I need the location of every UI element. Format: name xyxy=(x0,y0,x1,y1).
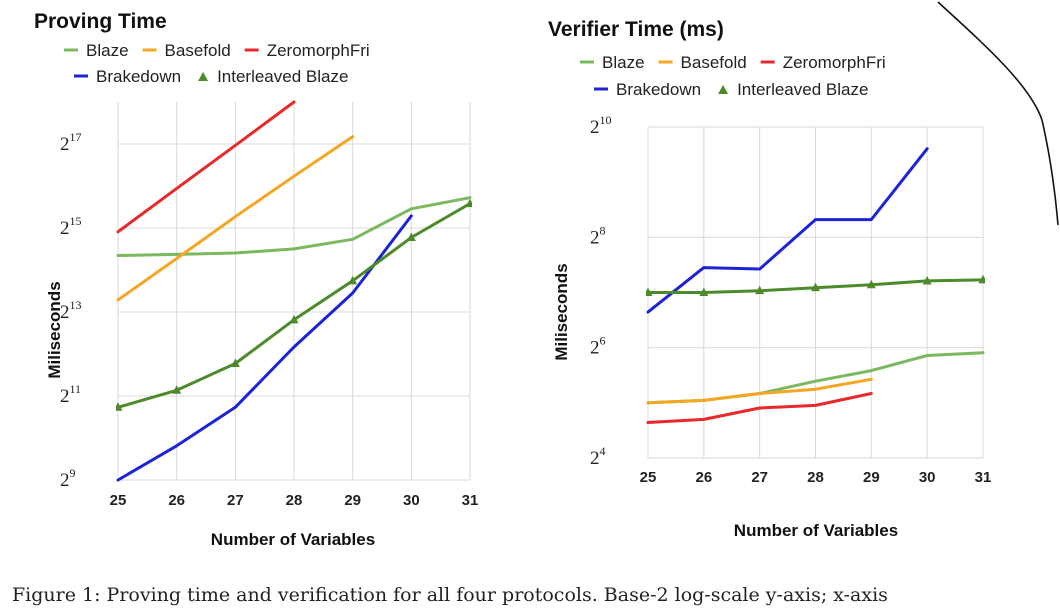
y-tick-label: 213 xyxy=(60,298,82,323)
x-tick-label: 27 xyxy=(227,492,244,509)
plot-area xyxy=(116,100,472,482)
y-tick-label: 28 xyxy=(590,223,606,248)
legend-item-blaze: Blaze xyxy=(64,41,129,60)
data-point-marker xyxy=(406,232,416,242)
legend-item-zeromorphfri: ZeromorphFri xyxy=(760,53,886,72)
y-tick-label: 215 xyxy=(60,214,82,239)
series-line-basefold xyxy=(116,135,355,302)
series-line-basefold xyxy=(646,377,873,405)
x-tick-label: 30 xyxy=(919,469,936,486)
x-tick-label: 28 xyxy=(807,469,824,486)
figure-caption: Figure 1: Proving time and verification … xyxy=(12,584,888,606)
plot-area xyxy=(646,147,985,424)
data-point-marker xyxy=(755,285,765,295)
series-line-brakedown xyxy=(116,214,413,482)
x-tick-label: 28 xyxy=(286,492,303,509)
data-point-marker xyxy=(866,279,876,289)
legend-label: Blaze xyxy=(86,41,129,60)
series-line-brakedown xyxy=(646,147,929,314)
y-tick-label: 26 xyxy=(590,334,606,359)
x-tick-label: 27 xyxy=(751,469,768,486)
data-point-marker xyxy=(116,402,123,411)
legend-marker xyxy=(718,85,729,94)
data-point-marker xyxy=(699,287,709,296)
y-tick-label: 29 xyxy=(60,466,76,491)
data-point-marker xyxy=(348,275,358,285)
x-tick-label: 26 xyxy=(695,469,712,486)
legend-item-interleaved-blaze: Interleaved Blaze xyxy=(718,80,868,99)
x-tick-label: 31 xyxy=(975,469,992,486)
data-point-marker xyxy=(230,358,240,368)
x-tick-label: 30 xyxy=(403,492,420,509)
data-point-marker xyxy=(465,198,472,208)
series-line-zeromorphfri xyxy=(116,100,296,234)
x-tick-label: 25 xyxy=(110,492,127,509)
chart-title: Verifier Time (ms) xyxy=(548,18,724,41)
y-axis-title: Miliseconds xyxy=(552,263,571,360)
data-point-marker xyxy=(646,287,653,296)
x-tick-label: 26 xyxy=(168,492,185,509)
x-tick-label: 31 xyxy=(462,492,479,509)
legend-item-interleaved-blaze: Interleaved Blaze xyxy=(198,67,348,86)
x-axis-title: Number of Variables xyxy=(734,521,898,540)
legend-label: Basefold xyxy=(681,53,747,72)
proving-time-chart: Proving Time 29 211 213 215 217 25 26 27 28 29 30 31… xyxy=(34,10,478,549)
y-axis-title: Miliseconds xyxy=(45,281,64,378)
legend-label: Blaze xyxy=(602,53,645,72)
legend-marker xyxy=(198,72,209,81)
legend-item-basefold: Basefold xyxy=(142,41,231,60)
x-tick-label: 29 xyxy=(344,492,361,509)
data-point-marker xyxy=(289,314,299,324)
legend-label: Brakedown xyxy=(616,80,701,99)
y-tick-label: 24 xyxy=(590,444,606,469)
y-tick-label: 211 xyxy=(60,382,81,407)
x-axis-title: Number of Variables xyxy=(211,530,375,549)
legend-item-brakedown: Brakedown xyxy=(594,80,701,99)
data-point-marker xyxy=(978,274,985,284)
chart-title: Proving Time xyxy=(34,10,167,33)
series-line-zeromorphfri xyxy=(646,392,873,424)
y-tick-label: 217 xyxy=(60,130,82,155)
decorative-curve xyxy=(937,1,1059,226)
legend-label: Interleaved Blaze xyxy=(737,80,868,99)
legend-item-basefold: Basefold xyxy=(658,53,747,72)
data-point-marker xyxy=(811,282,820,292)
y-tick-label: 210 xyxy=(590,113,612,138)
legend-label: ZeromorphFri xyxy=(267,41,370,60)
x-tick-label: 25 xyxy=(640,469,657,486)
legend-item-brakedown: Brakedown xyxy=(74,67,181,86)
legend-label: Interleaved Blaze xyxy=(217,67,348,86)
legend-item-zeromorphfri: ZeromorphFri xyxy=(244,41,370,60)
legend-label: ZeromorphFri xyxy=(783,53,886,72)
series-line-blaze xyxy=(116,196,472,257)
legend-item-blaze: Blaze xyxy=(580,53,645,72)
x-tick-label: 29 xyxy=(863,469,880,486)
legend-label: Brakedown xyxy=(96,67,181,86)
legend-label: Basefold xyxy=(165,41,231,60)
data-point-marker xyxy=(172,385,182,394)
data-point-marker xyxy=(922,275,932,285)
verifier-time-chart: Verifier Time (ms) 24 26 28 210 25 26 27 28 29 30 3… xyxy=(548,18,991,540)
